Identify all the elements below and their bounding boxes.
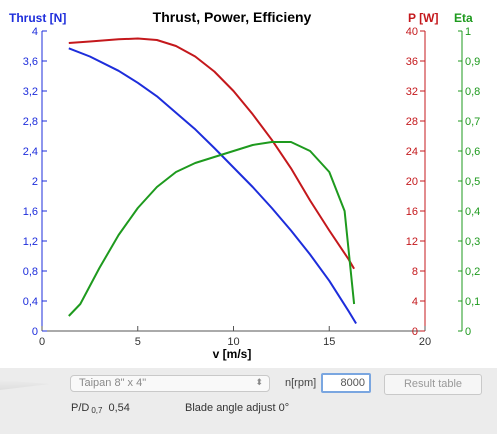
power-tick-label: 24 — [406, 146, 418, 158]
power-tick-label: 0 — [412, 326, 418, 338]
propeller-select[interactable]: Taipan 8" x 4" ⬍ — [70, 375, 270, 392]
thrust-tick-label: 2,4 — [23, 146, 38, 158]
x-tick-label: 15 — [323, 336, 335, 348]
chevron-updown-icon: ⬍ — [255, 377, 263, 387]
eta-tick-label: 1 — [465, 26, 471, 38]
panel-toggle-handle[interactable] — [0, 380, 50, 390]
thrust-axis-label: Thrust [N] — [9, 11, 66, 25]
eta-axis-label: Eta — [454, 11, 473, 25]
power-tick-label: 16 — [406, 206, 418, 218]
eta-tick-label: 0,4 — [465, 206, 480, 218]
performance-chart: Thrust, Power, Efficieny Thrust [N] P [W… — [9, 9, 480, 361]
thrust-tick-label: 3,6 — [23, 56, 38, 68]
control-panel: Taipan 8" x 4" ⬍ n[rpm] Result table P/D… — [0, 368, 497, 434]
x-tick-label: 10 — [227, 336, 239, 348]
thrust-tick-label: 0 — [32, 326, 38, 338]
thrust-tick-label: 0,4 — [23, 296, 38, 308]
power-axis-label: P [W] — [408, 11, 438, 25]
pd-label: P/D — [71, 402, 90, 414]
power-tick-label: 32 — [406, 86, 418, 98]
rpm-label: n[rpm] — [285, 377, 317, 389]
power-tick-label: 36 — [406, 56, 418, 68]
power-tick-label: 4 — [412, 296, 418, 308]
eta-tick-label: 0,5 — [465, 176, 480, 188]
eta-tick-label: 0,8 — [465, 86, 480, 98]
thrust-tick-label: 2,8 — [23, 116, 38, 128]
power-series-line — [68, 37, 355, 270]
eta-tick-label: 0 — [465, 326, 471, 338]
thrust-series-line — [68, 47, 357, 325]
chart-title: Thrust, Power, Efficieny — [153, 9, 312, 25]
x-axis-label: v [m/s] — [213, 347, 252, 361]
eta-tick-label: 0,1 — [465, 296, 480, 308]
result-table-button[interactable]: Result table — [384, 374, 482, 395]
thrust-tick-label: 1,2 — [23, 236, 38, 248]
thrust-tick-label: 4 — [32, 26, 38, 38]
x-tick-label: 20 — [419, 336, 431, 348]
power-tick-label: 28 — [406, 116, 418, 128]
power-tick-label: 20 — [406, 176, 418, 188]
eta-tick-label: 0,3 — [465, 236, 480, 248]
x-tick-label: 5 — [135, 336, 141, 348]
thrust-tick-label: 3,2 — [23, 86, 38, 98]
thrust-tick-label: 2 — [32, 176, 38, 188]
x-tick-label: 0 — [39, 336, 45, 348]
propeller-select-value: Taipan 8" x 4" — [79, 377, 147, 389]
pd-subscript: 0,7 — [91, 406, 103, 415]
chart-area: Thrust, Power, Efficieny Thrust [N] P [W… — [0, 0, 497, 368]
power-tick-label: 40 — [406, 26, 418, 38]
eta-tick-label: 0,2 — [465, 266, 480, 278]
rpm-input[interactable] — [321, 373, 371, 393]
power-tick-label: 8 — [412, 266, 418, 278]
eta-tick-label: 0,6 — [465, 146, 480, 158]
eta-tick-label: 0,7 — [465, 116, 480, 128]
pd-readout: P/D 0,7 0,54 — [71, 402, 130, 415]
pd-value: 0,54 — [108, 402, 130, 414]
blade-angle-text: Blade angle adjust 0° — [185, 402, 290, 414]
thrust-tick-label: 0,8 — [23, 266, 38, 278]
eta-tick-label: 0,9 — [465, 56, 480, 68]
power-tick-label: 12 — [406, 236, 418, 248]
eta-series-line — [68, 141, 356, 317]
thrust-tick-label: 1,6 — [23, 206, 38, 218]
